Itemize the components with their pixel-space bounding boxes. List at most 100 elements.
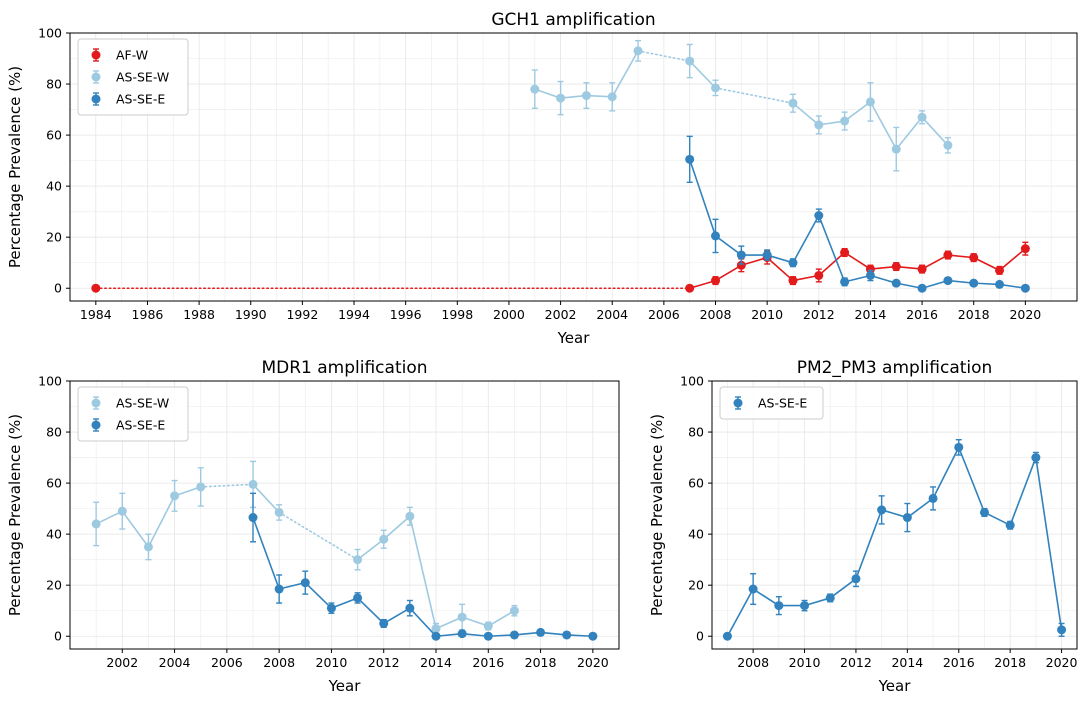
x-tick-label: 2004 <box>159 655 191 670</box>
data-point <box>954 442 964 452</box>
data-point <box>379 618 389 628</box>
legend-marker <box>91 72 101 82</box>
data-point <box>509 630 519 640</box>
series-line <box>752 588 780 607</box>
series-line <box>818 251 846 277</box>
data-point <box>865 97 875 107</box>
series-line <box>844 101 871 122</box>
data-point <box>536 627 546 637</box>
data-point <box>431 631 441 641</box>
x-tick-label: 2020 <box>1046 655 1078 670</box>
data-point <box>840 277 850 287</box>
y-axis-label: Percentage Prevalence (%) <box>648 414 666 616</box>
series-line <box>855 509 883 580</box>
data-point <box>248 479 258 489</box>
series-line <box>869 101 897 150</box>
data-point <box>248 513 258 523</box>
y-tick-label: 100 <box>680 374 704 389</box>
data-point <box>457 629 467 639</box>
data-point <box>891 278 901 288</box>
series-line <box>357 597 385 625</box>
y-axis-label: Percentage Prevalence (%) <box>6 66 24 268</box>
series-line <box>331 597 358 609</box>
data-point <box>483 621 493 631</box>
data-point <box>943 250 953 260</box>
data-point <box>196 482 206 492</box>
x-tick-label: 2018 <box>525 655 557 670</box>
legend: AS-SE-W AS-SE-E <box>77 386 189 442</box>
x-tick-label: 2010 <box>751 307 783 322</box>
x-tick-label: 2014 <box>420 655 452 670</box>
y-tick-label: 20 <box>46 230 62 245</box>
data-point <box>774 601 784 611</box>
series-line <box>487 610 515 627</box>
data-point <box>483 631 493 641</box>
plot-frame <box>69 32 1078 302</box>
data-point <box>840 116 850 126</box>
data-point <box>814 210 824 220</box>
series-line <box>1035 457 1063 630</box>
x-tick-label: 2014 <box>891 655 923 670</box>
data-point <box>928 493 938 503</box>
series-line <box>792 102 820 126</box>
data-point <box>300 578 310 588</box>
series-line <box>958 447 986 513</box>
y-tick-label: 40 <box>46 179 62 194</box>
plot-frame <box>69 380 620 650</box>
legend: AS-SE-E <box>719 386 824 420</box>
chart-mdr1: 2002 2004 2006 2008 2010 2012 2014 2016 2018 2020… <box>6 358 620 695</box>
series-line <box>121 510 150 548</box>
data-point <box>607 92 617 102</box>
series-line <box>252 483 280 513</box>
series-line <box>921 254 949 270</box>
data-point <box>353 555 363 565</box>
data-point <box>877 505 887 515</box>
data-point <box>1005 520 1015 530</box>
series-line <box>383 515 411 540</box>
series-line <box>999 248 1026 271</box>
x-tick-label: 1992 <box>286 307 318 322</box>
chart-gch1: 1984 1986 1988 1990 1992 1994 1996 1998 2000 2002… <box>6 10 1078 347</box>
x-tick-label: 2002 <box>545 307 577 322</box>
x-tick-label: 2018 <box>994 655 1026 670</box>
x-tick-label: 2008 <box>700 307 732 322</box>
series-line <box>147 495 176 548</box>
y-tick-label: 60 <box>688 476 704 491</box>
y-tick-label: 60 <box>46 128 62 143</box>
data-point <box>736 260 746 270</box>
x-tick-label: 2020 <box>1009 307 1041 322</box>
data-point <box>891 144 901 154</box>
series-line-dotted <box>278 511 359 561</box>
data-point <box>509 606 519 616</box>
data-point <box>530 84 540 94</box>
series-line <box>252 517 280 590</box>
data-point <box>457 612 467 622</box>
x-tick-label: 1986 <box>132 307 164 322</box>
data-point <box>865 270 875 280</box>
x-tick-label: 2010 <box>789 655 821 670</box>
data-point <box>431 624 441 634</box>
series-line <box>383 607 411 625</box>
x-tick-label: 1996 <box>390 307 422 322</box>
y-tick-label: 80 <box>688 425 704 440</box>
series-line <box>95 510 123 525</box>
data-point <box>917 283 927 293</box>
series-line <box>461 616 489 627</box>
data-point <box>917 112 927 122</box>
x-tick-label: 1988 <box>183 307 215 322</box>
data-point <box>788 276 798 286</box>
data-point <box>685 283 695 293</box>
chart-pm2-pm3: 2008 2010 2012 2014 2016 2018 2020 0 20 40 60 80 100… <box>648 358 1078 695</box>
series-as-se-e <box>722 439 1067 641</box>
data-point <box>865 264 875 274</box>
x-axis-label: Year <box>557 329 591 347</box>
data-point <box>379 534 389 544</box>
data-point <box>91 519 101 529</box>
series-line <box>689 60 717 89</box>
legend-box <box>77 38 189 116</box>
data-point <box>788 98 798 108</box>
x-tick-label: 2008 <box>263 655 295 670</box>
data-point <box>143 542 153 552</box>
data-point <box>685 154 695 164</box>
data-point <box>711 83 721 93</box>
